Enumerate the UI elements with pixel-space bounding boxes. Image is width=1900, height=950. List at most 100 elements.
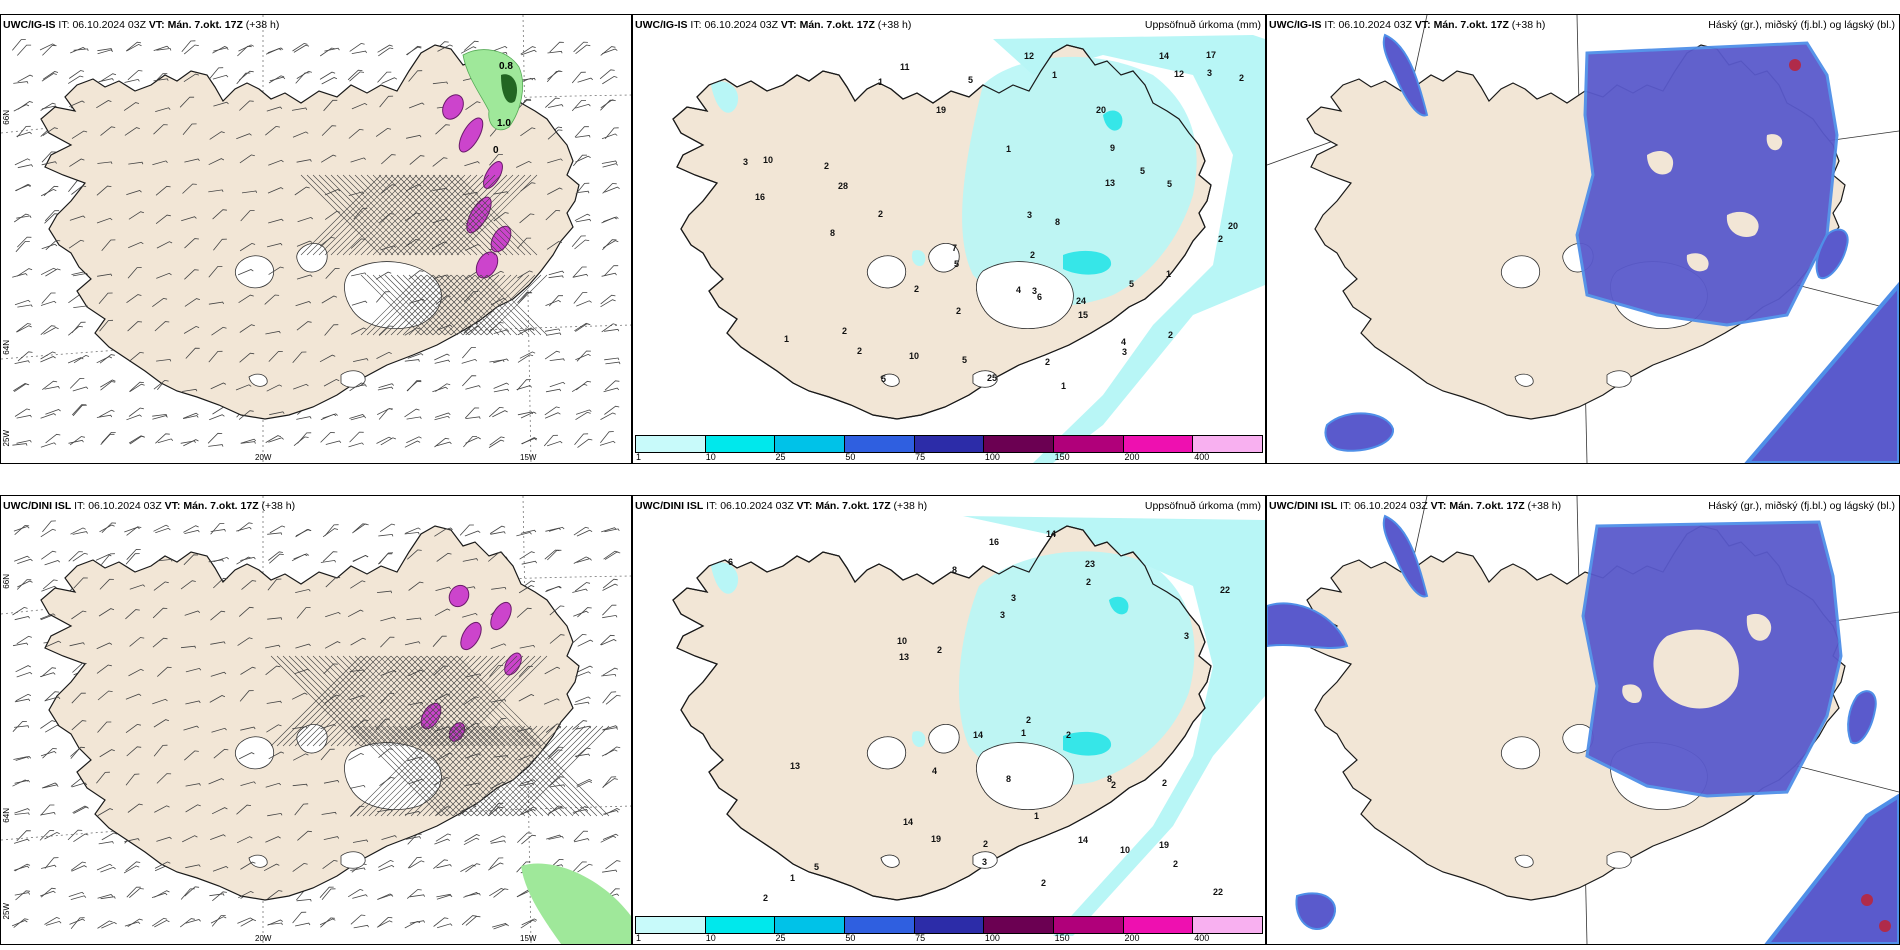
wind-barb [17, 236, 32, 248]
wind-barb [324, 524, 339, 536]
wind-barb [380, 616, 396, 622]
wind-barb [99, 749, 115, 758]
wind-barb [240, 726, 256, 731]
wind-barb [41, 161, 57, 166]
wind-barb [320, 154, 337, 163]
wind-barb [73, 48, 89, 52]
wind-barb [267, 890, 283, 900]
wind-barb [293, 436, 309, 447]
wind-barb [154, 890, 170, 898]
precip-area-land [958, 551, 1195, 786]
wind-barb [544, 350, 561, 360]
wind-barb [184, 269, 199, 280]
wind-barb [240, 666, 256, 675]
wind-barb [351, 327, 367, 335]
magenta-band [420, 702, 442, 730]
wind-barb [292, 351, 307, 363]
precip-value: 8 [1006, 774, 1011, 784]
wind-barb [516, 607, 532, 618]
wind-barb [490, 531, 506, 535]
wind-barb [71, 610, 87, 620]
wind-barb [97, 808, 114, 816]
wind-barb [157, 558, 173, 562]
wind-barb [68, 70, 85, 79]
wind-barb [325, 576, 341, 588]
wind-barb [574, 239, 590, 250]
wind-barb [460, 46, 477, 54]
wind-barb [352, 554, 369, 563]
wind-barb [381, 835, 397, 840]
wind-barb [180, 440, 196, 444]
wind-barb [493, 358, 509, 364]
wind-barb [575, 218, 592, 223]
wind-barb [69, 100, 85, 107]
precip-value: 2 [1173, 859, 1178, 869]
wind-barb [291, 107, 308, 111]
wind-barb [267, 243, 283, 248]
wind-barb [549, 41, 564, 53]
wind-barb [433, 274, 450, 279]
legend-tick: 100 [984, 933, 1000, 943]
cloud-gap [1686, 253, 1709, 272]
legend-tick: 10 [705, 452, 716, 462]
hatch-line [518, 725, 610, 817]
wind-barb [129, 637, 145, 647]
precip-value: 1 [784, 334, 789, 344]
wind-barb [493, 329, 510, 334]
wind-barb [574, 582, 591, 592]
wind-barb [348, 442, 364, 448]
hatch-line [486, 274, 548, 336]
wind-barb [209, 893, 225, 897]
wind-barb [322, 413, 338, 419]
wind-barb [123, 102, 140, 111]
wind-barb [464, 161, 480, 167]
wind-barb [519, 551, 535, 560]
wind-barb [101, 832, 118, 841]
wind-barb [599, 440, 616, 446]
wind-barb [517, 727, 533, 732]
cloud-area-high [1575, 41, 1839, 327]
hatch-line [312, 174, 394, 256]
wind-barb [240, 441, 256, 444]
wind-barb [41, 585, 57, 592]
precip-value: 14 [1159, 51, 1169, 61]
wind-barb [126, 43, 142, 52]
wind-barb [127, 70, 143, 81]
wind-barb [40, 890, 56, 897]
wind-barb [212, 46, 228, 54]
wind-barb [126, 886, 141, 898]
wind-barb [575, 380, 592, 391]
wind-barb [376, 920, 393, 928]
wind-barb [436, 324, 453, 331]
wind-barb [490, 840, 506, 844]
iceland-coastline [672, 44, 1212, 420]
wind-barb [101, 522, 117, 533]
wind-barb [73, 806, 89, 814]
wind-barb [549, 776, 565, 787]
cloud-gap [1622, 684, 1642, 704]
wind-barb [519, 779, 536, 785]
wind-barb [238, 70, 254, 81]
wind-barb [320, 413, 337, 421]
precip-value: 2 [1045, 357, 1050, 367]
glacier [1501, 736, 1541, 770]
wind-barb [152, 160, 168, 166]
wind-barb [377, 71, 392, 83]
wind-barb [236, 836, 253, 844]
wind-barb [40, 812, 56, 816]
latitude-line-64 [1, 324, 631, 360]
wind-barb [72, 531, 88, 535]
precip-value: 6 [1037, 292, 1042, 302]
hatch-line [324, 174, 406, 256]
wind-barb [434, 608, 451, 617]
wind-barb [574, 701, 590, 705]
wind-barb [45, 239, 61, 251]
precip-value: 13 [899, 652, 909, 662]
wind-barb [376, 436, 392, 444]
wind-barb [574, 126, 589, 138]
wind-barb [404, 440, 421, 448]
precip-value: 3 [1207, 68, 1212, 78]
wind-barb [576, 300, 592, 307]
wind-barb [71, 720, 87, 731]
